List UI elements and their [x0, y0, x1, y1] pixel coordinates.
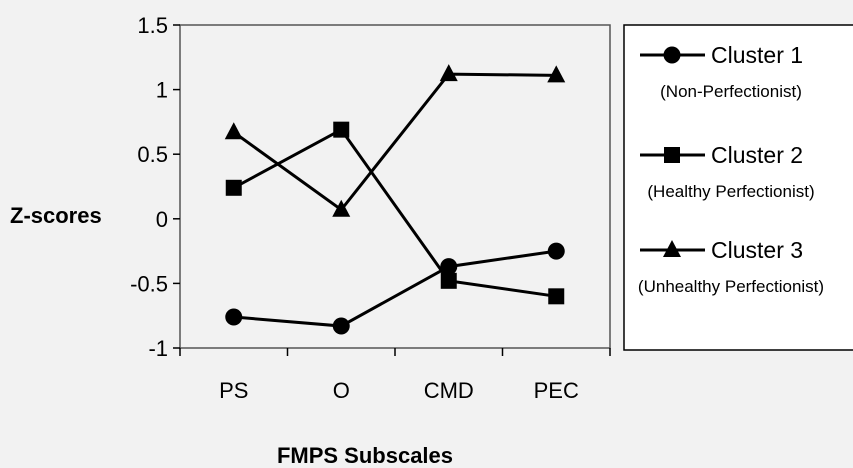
data-point-square: [333, 121, 350, 138]
y-tick-label: 0: [156, 207, 168, 232]
series-line: [232, 72, 557, 212]
data-point-triangle: [332, 199, 351, 217]
legend-entry: Cluster 3 (Unhealthy Perfectionist): [638, 237, 824, 296]
x-tick-label: PS: [219, 378, 248, 403]
legend-marker-square: [664, 147, 680, 163]
legend-box: [623, 24, 853, 351]
y-axis-label: Z-scores: [10, 203, 102, 228]
y-tick-label: -1: [148, 336, 168, 361]
legend-series-subtitle: (Unhealthy Perfectionist): [638, 277, 824, 296]
x-tick-label: CMD: [424, 378, 474, 403]
y-tick-label: 1: [156, 78, 168, 103]
data-point-triangle: [547, 65, 566, 83]
y-axis: 1.5 1 0.5 0 -0.5 -1: [130, 13, 180, 361]
y-tick-label: 1.5: [137, 13, 168, 38]
series-line: [233, 249, 557, 328]
x-axis-label: FMPS Subscales: [277, 443, 453, 468]
x-tick-label: PEC: [534, 378, 579, 403]
legend-series-name: Cluster 1: [711, 42, 803, 68]
legend-entry: Cluster 1 (Non-Perfectionist): [640, 42, 803, 101]
plot-area: [179, 24, 611, 349]
data-point-triangle: [439, 64, 458, 82]
data-point-square: [440, 272, 457, 289]
data-point-circle: [332, 317, 350, 335]
legend-marker-circle: [663, 46, 681, 64]
x-axis: PS O CMD PEC: [179, 348, 611, 403]
series-3: [224, 64, 566, 217]
y-tick-label: 0.5: [137, 142, 168, 167]
legend-series-subtitle: (Non-Perfectionist): [660, 82, 802, 101]
series-layer: [224, 64, 566, 335]
series-2: [225, 121, 565, 305]
series-1: [225, 242, 565, 335]
y-tick-label: -0.5: [130, 271, 168, 296]
data-point-square: [225, 179, 242, 196]
x-tick-label: O: [333, 378, 350, 403]
series-line: [233, 127, 557, 298]
data-point-square: [548, 288, 565, 305]
legend-entry: Cluster 2 (Healthy Perfectionist): [640, 142, 815, 201]
data-point-circle: [225, 308, 243, 326]
legend-series-subtitle: (Healthy Perfectionist): [647, 182, 814, 201]
data-point-triangle: [224, 122, 243, 140]
legend-series-name: Cluster 3: [711, 237, 803, 263]
legend-series-name: Cluster 2: [711, 142, 803, 168]
legend-marker-triangle: [663, 240, 681, 257]
data-point-circle: [440, 258, 458, 276]
legend: Cluster 1 (Non-Perfectionist) Cluster 2 (He…: [638, 42, 824, 296]
data-point-circle: [547, 242, 565, 260]
